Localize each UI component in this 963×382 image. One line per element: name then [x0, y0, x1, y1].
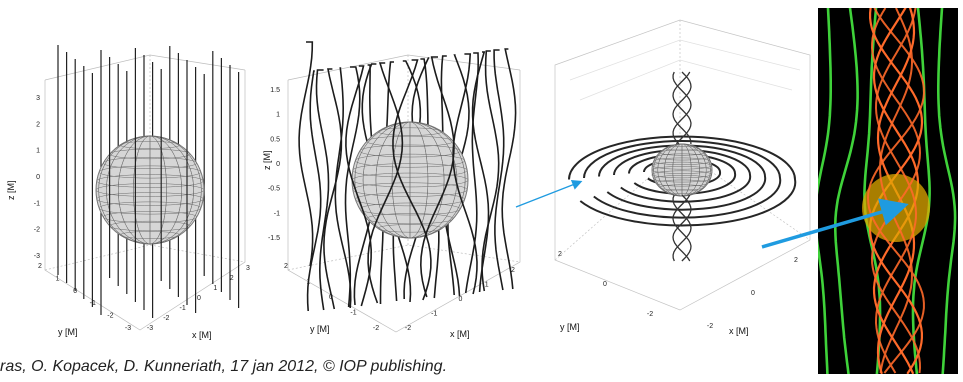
- z-axis-label: z [M]: [6, 181, 16, 201]
- x-tick-label: 0: [459, 296, 463, 303]
- y-tick-label: 0: [329, 294, 333, 301]
- plot-distorted-field-svg: 1.5 1 0.5 0 -0.5 -1 -1.5 -2 -1 0 1 2 2 1 0 -1 -2 z [M] x…: [262, 41, 521, 339]
- y-tick-label: 2: [558, 251, 562, 258]
- z-tick-label: -1.5: [268, 235, 280, 242]
- z-tick-label: -1: [34, 200, 40, 207]
- y-tick-label: 0: [73, 288, 77, 295]
- y-tick-label: -1: [350, 310, 356, 317]
- x-tick-label: -3: [147, 325, 153, 332]
- z-tick-label: 3: [36, 95, 40, 102]
- plot-uniform-field-svg: 3 2 1 0 -1 -2 -3 -3 -2 -1 0 1 2 3 2 1 0 -1 -2 -3 z [M] x [M…: [6, 45, 250, 340]
- x-tick-label: 2: [794, 257, 798, 264]
- rendered-field-svg: [814, 6, 957, 376]
- polar-jet-field-lines: [672, 71, 692, 262]
- plot-spiral-field: -2 0 2 2 0 -2 x [M] y [M]: [530, 0, 818, 355]
- x-tick-label: -1: [431, 311, 437, 318]
- z-tick-label: 0: [276, 161, 280, 168]
- z-tick-label: 2: [36, 121, 40, 128]
- y-axis-label: y [M]: [310, 324, 330, 334]
- x-tick-label: 2: [230, 275, 234, 282]
- z-tick-label: -1: [274, 210, 280, 217]
- x-tick-label: 0: [197, 295, 201, 302]
- image-credit: ras, O. Kopacek, D. Kunneriath, 17 jan 2…: [0, 358, 448, 375]
- plot-spiral-field-svg: -2 0 2 2 0 -2 x [M] y [M]: [554, 19, 811, 336]
- y-tick-label: -2: [373, 325, 379, 332]
- z-tick-label: -0.5: [268, 186, 280, 193]
- x-tick-label: -2: [405, 325, 411, 332]
- black-hole-sphere: [95, 135, 205, 245]
- z-tick-label: 1.5: [270, 87, 280, 94]
- y-tick-label: -2: [107, 313, 113, 320]
- z-tick-label: -3: [34, 253, 40, 260]
- black-hole-glow-sphere: [862, 174, 930, 242]
- z-tick-label: 1: [276, 112, 280, 119]
- y-tick-label: 2: [38, 263, 42, 270]
- x-axis-label: x [M]: [450, 329, 470, 339]
- y-tick-label: 1: [307, 279, 311, 286]
- y-tick-label: -2: [647, 311, 653, 318]
- black-hole-sphere: [651, 143, 713, 197]
- x-tick-label: 3: [246, 265, 250, 272]
- black-hole-sphere: [351, 121, 469, 239]
- field-lines-front: [108, 48, 188, 305]
- z-axis-label: z [M]: [262, 151, 272, 171]
- y-tick-label: 0: [603, 281, 607, 288]
- z-tick-label: -2: [34, 227, 40, 234]
- x-axis-label: x [M]: [729, 326, 749, 336]
- rendered-field-image: [814, 6, 958, 376]
- x-tick-label: -2: [163, 315, 169, 322]
- x-tick-label: 2: [511, 267, 515, 274]
- x-tick-label: 0: [751, 290, 755, 297]
- y-axis-label: y [M]: [560, 322, 580, 332]
- y-tick-label: -3: [125, 325, 131, 332]
- x-tick-label: 1: [485, 282, 489, 289]
- y-tick-label: 2: [284, 263, 288, 270]
- y-tick-label: 1: [56, 275, 60, 282]
- y-tick-label: -1: [90, 300, 96, 307]
- z-tick-label: 0: [36, 174, 40, 181]
- plot-distorted-field: 1.5 1 0.5 0 -0.5 -1 -1.5 -2 -1 0 1 2 2 1 0 -1 -2 z [M] x…: [258, 0, 530, 355]
- y-axis-label: y [M]: [58, 327, 78, 337]
- field-lines-front: [345, 53, 478, 307]
- x-tick-label: -1: [180, 305, 186, 312]
- x-tick-label: -2: [707, 323, 713, 330]
- z-tick-label: 1: [36, 148, 40, 155]
- x-axis-label: x [M]: [192, 330, 212, 340]
- z-tick-label: 0.5: [270, 136, 280, 143]
- x-tick-label: 1: [213, 285, 217, 292]
- plot-uniform-field: 3 2 1 0 -1 -2 -3 -3 -2 -1 0 1 2 3 2 1 0 -1 -2 -3 z [M] x [M…: [0, 0, 260, 355]
